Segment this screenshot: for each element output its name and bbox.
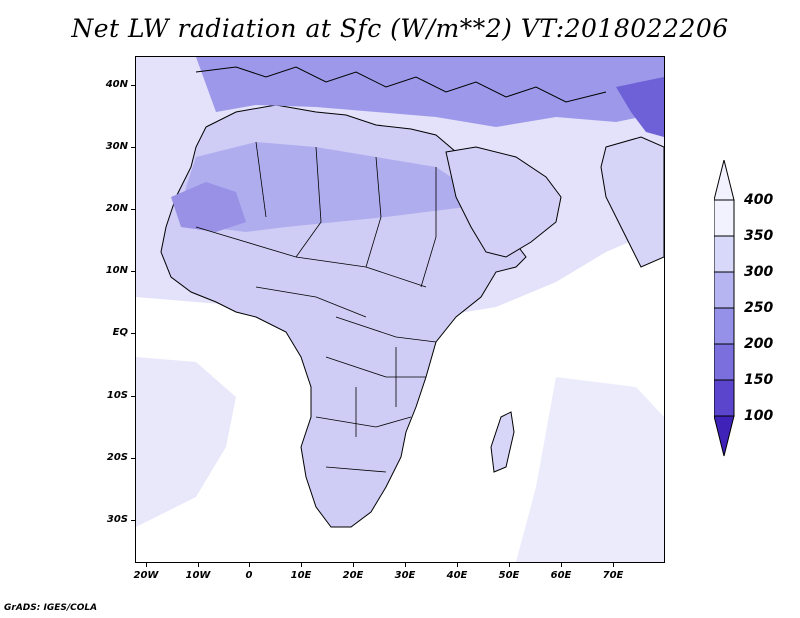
colorbar-segment	[713, 271, 735, 309]
lon-label-10e: 10E	[290, 570, 312, 581]
lon-label-0: 0	[245, 570, 253, 581]
lat-label-20s: 20S	[106, 452, 128, 463]
lon-label-50e: 50E	[498, 570, 520, 581]
colorbar-label-100: 100	[744, 408, 774, 424]
colorbar-label-200: 200	[744, 336, 774, 352]
colorbar-segment	[713, 199, 735, 237]
western-sahara-region	[171, 182, 246, 232]
ocean-south-band-2	[516, 377, 664, 562]
lon-label-20w: 20W	[133, 570, 159, 581]
lon-tick	[457, 563, 458, 567]
lat-label-20n: 20N	[105, 203, 128, 214]
chart-title: Net LW radiation at Sfc (W/m**2) VT:2018…	[71, 14, 729, 43]
sahara-region	[181, 142, 466, 232]
northeast-dark-region	[616, 77, 664, 137]
lat-tick	[131, 333, 135, 334]
colorbar: 400 350 300 250 200 150 100	[713, 159, 794, 460]
lon-tick	[249, 563, 250, 567]
lat-label-30s: 30S	[106, 514, 128, 525]
lon-label-40e: 40E	[446, 570, 468, 581]
lon-tick	[405, 563, 406, 567]
colorbar-label-350: 350	[744, 228, 774, 244]
footer-credit: GrADS: IGES/COLA	[4, 603, 98, 613]
india-subcontinent	[600, 136, 664, 268]
country-borders	[195, 141, 437, 473]
lon-label-30e: 30E	[394, 570, 416, 581]
map-frame	[135, 56, 665, 563]
lat-label-10n: 10N	[105, 265, 128, 276]
lon-label-70e: 70E	[602, 570, 624, 581]
lon-label-60e: 60E	[550, 570, 572, 581]
colorbar-segment	[713, 235, 735, 273]
colorbar-label-400: 400	[744, 192, 774, 208]
colorbar-segment	[713, 379, 735, 417]
lat-tick	[131, 458, 135, 459]
lat-label-30n: 30N	[105, 141, 128, 152]
lat-label-10s: 10S	[106, 390, 128, 401]
colorbar-bottom-arrow	[713, 415, 735, 457]
lat-tick	[131, 147, 135, 148]
mediterranean-region	[196, 57, 664, 127]
lon-tick	[353, 563, 354, 567]
madagascar	[490, 411, 515, 473]
europe-coastline	[195, 66, 607, 103]
colorbar-label-150: 150	[744, 372, 774, 388]
arabian-peninsula	[445, 146, 562, 258]
lat-tick	[131, 85, 135, 86]
lon-tick	[613, 563, 614, 567]
lat-tick	[131, 520, 135, 521]
lon-tick	[509, 563, 510, 567]
colorbar-top-arrow	[713, 159, 735, 201]
lon-label-20e: 20E	[342, 570, 364, 581]
colorbar-svg	[713, 159, 735, 457]
lat-tick	[131, 396, 135, 397]
colorbar-label-250: 250	[744, 300, 774, 316]
colorbar-segment	[713, 307, 735, 345]
lat-label-40n: 40N	[105, 79, 128, 90]
lat-tick	[131, 271, 135, 272]
lat-tick	[131, 209, 135, 210]
ocean-south-band	[136, 357, 236, 527]
lat-label-eq: EQ	[112, 327, 128, 338]
lon-tick	[561, 563, 562, 567]
lon-tick	[198, 563, 199, 567]
colorbar-segment	[713, 343, 735, 381]
colorbar-label-300: 300	[744, 264, 774, 280]
lon-tick	[301, 563, 302, 567]
lon-tick	[146, 563, 147, 567]
lon-label-10w: 10W	[185, 570, 211, 581]
map-canvas	[136, 57, 664, 562]
